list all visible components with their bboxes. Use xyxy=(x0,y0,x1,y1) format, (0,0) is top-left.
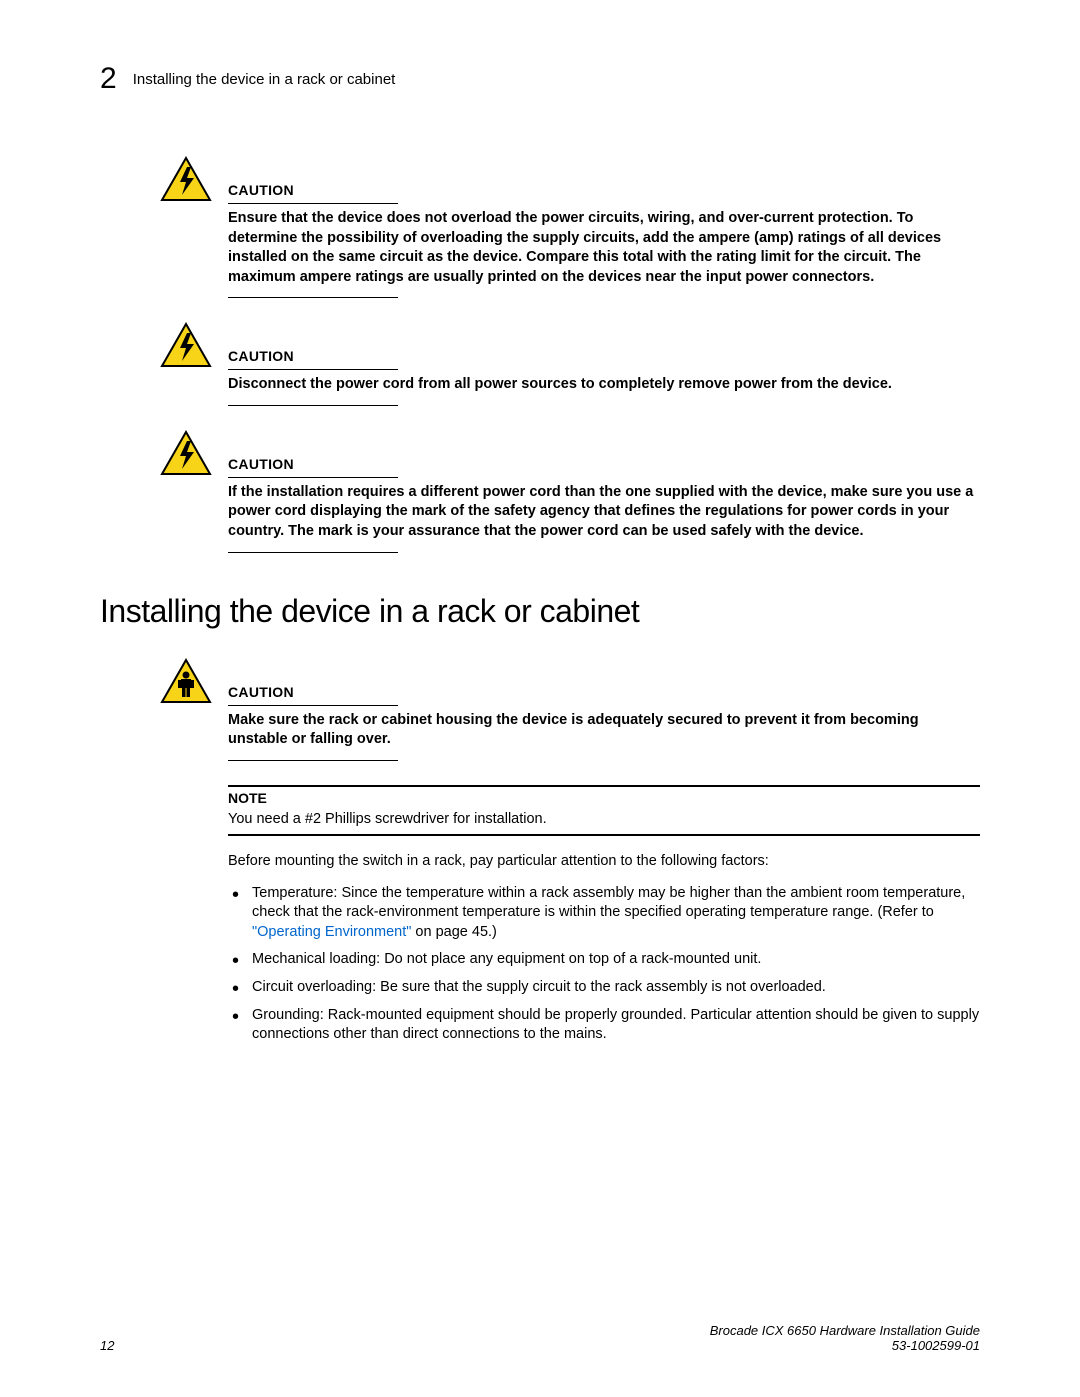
doc-title: Brocade ICX 6650 Hardware Installation G… xyxy=(710,1323,980,1338)
caution-block: CAUTION If the installation requires a d… xyxy=(160,430,980,553)
list-item: Mechanical loading: Do not place any equ… xyxy=(228,950,980,970)
caution-label: CAUTION xyxy=(228,182,294,198)
note-text: You need a #2 Phillips screwdriver for i… xyxy=(228,810,980,830)
bullet-text: Temperature: Since the temperature withi… xyxy=(252,885,965,921)
list-item: Circuit overloading: Be sure that the su… xyxy=(228,978,980,998)
caution-label: CAUTION xyxy=(228,456,294,472)
note-label: NOTE xyxy=(228,790,267,806)
caution-text: Disconnect the power cord from all power… xyxy=(228,375,980,395)
caution-electrical-icon xyxy=(160,156,212,202)
bullet-text: Circuit overloading: Be sure that the su… xyxy=(252,979,826,995)
caution-electrical-icon xyxy=(160,322,212,368)
caution-electrical-icon xyxy=(160,430,212,476)
bullet-text: on page 45.) xyxy=(411,924,496,940)
link-operating-environment[interactable]: "Operating Environment" xyxy=(252,924,411,940)
factor-list: Temperature: Since the temperature withi… xyxy=(228,884,980,1045)
caution-block: CAUTION Make sure the rack or cabinet ho… xyxy=(160,658,980,761)
list-item: Temperature: Since the temperature withi… xyxy=(228,884,980,943)
list-item: Grounding: Rack-mounted equipment should… xyxy=(228,1006,980,1045)
caution-block: CAUTION Ensure that the device does not … xyxy=(160,156,980,298)
section-heading: Installing the device in a rack or cabin… xyxy=(100,593,980,630)
caution-label: CAUTION xyxy=(228,348,294,364)
caution-text: Ensure that the device does not overload… xyxy=(228,209,980,287)
caution-text: Make sure the rack or cabinet housing th… xyxy=(228,711,980,750)
note-block: NOTE You need a #2 Phillips screwdriver … xyxy=(228,785,980,837)
chapter-number: 2 xyxy=(100,62,117,96)
caution-label: CAUTION xyxy=(228,684,294,700)
bullet-text: Grounding: Rack-mounted equipment should… xyxy=(252,1007,979,1043)
caution-block: CAUTION Disconnect the power cord from a… xyxy=(160,322,980,406)
caution-weight-icon xyxy=(160,658,212,704)
page-header: 2 Installing the device in a rack or cab… xyxy=(100,62,980,96)
page-number: 12 xyxy=(100,1338,114,1353)
body-intro: Before mounting the switch in a rack, pa… xyxy=(228,852,980,872)
doc-number: 53-1002599-01 xyxy=(710,1338,980,1353)
page-footer: 12 Brocade ICX 6650 Hardware Installatio… xyxy=(100,1323,980,1353)
bullet-text: Mechanical loading: Do not place any equ… xyxy=(252,951,761,967)
caution-text: If the installation requires a different… xyxy=(228,483,980,542)
chapter-title: Installing the device in a rack or cabin… xyxy=(133,71,396,88)
